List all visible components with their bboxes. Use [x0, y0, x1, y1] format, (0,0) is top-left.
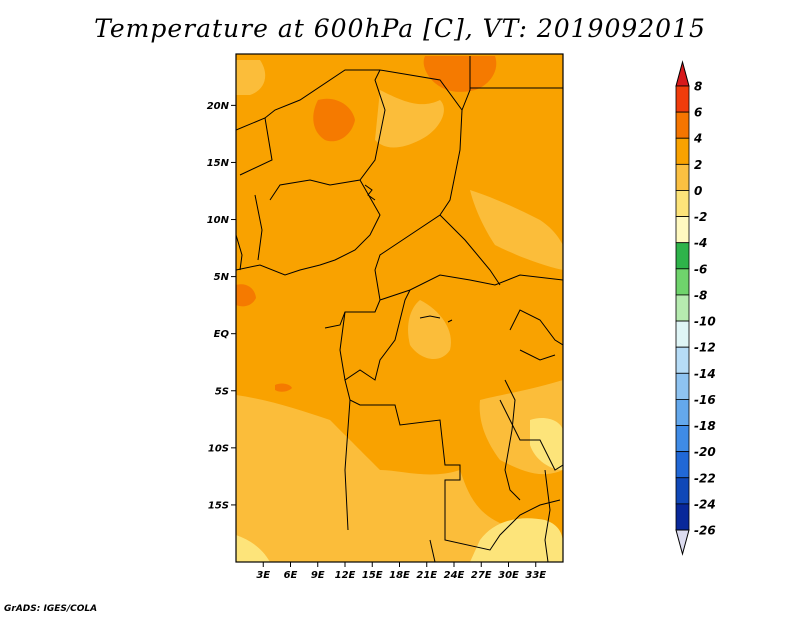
colorbar-label: -6	[694, 262, 707, 276]
colorbar-label: -18	[694, 419, 716, 433]
grads-credit: GrADS: IGES/COLA	[4, 604, 98, 614]
colorbar-swatch	[675, 111, 690, 139]
border-line	[499, 399, 563, 471]
lat-tick-label: 5S	[215, 386, 229, 397]
border-line	[374, 109, 563, 301]
colorbar-swatch	[675, 372, 690, 400]
border-line	[344, 399, 351, 531]
border-line	[236, 234, 243, 271]
colorbar: 8 6 4 2 0 -2 -4 -6 -8 -10 -12 -14 -16 -18 -20 -22 -24 -26	[675, 60, 716, 556]
border-line	[509, 309, 563, 346]
hot-region-west	[236, 284, 256, 307]
colorbar-label: -24	[694, 497, 716, 511]
colorbar-top-arrow	[675, 60, 690, 87]
cool-region-nw	[236, 60, 266, 95]
colorbar-label: -10	[694, 315, 716, 329]
colorbar-bottom-arrow	[675, 529, 690, 556]
colorbar-label: -16	[694, 393, 716, 407]
colorbar-swatch	[675, 399, 690, 426]
colorbar-label: -4	[694, 236, 707, 250]
cool-region-south	[236, 395, 563, 562]
colorbar-label: 6	[694, 106, 702, 120]
lat-tick-label: 5N	[214, 272, 230, 283]
cold-region-sw	[236, 535, 270, 562]
border-line	[519, 349, 556, 361]
border-line	[429, 539, 436, 562]
lon-tick-label: 21E	[416, 570, 437, 581]
colorbar-swatch	[675, 85, 690, 113]
lon-tick-label: 18E	[389, 570, 410, 581]
colorbar-label: 0	[694, 184, 702, 198]
border-line	[339, 289, 411, 381]
colorbar-swatch	[675, 190, 690, 217]
colorbar-label: -8	[694, 288, 707, 302]
country-borders	[236, 56, 563, 562]
colorbar-swatch	[675, 503, 690, 531]
cool-region-northeast	[470, 190, 563, 270]
colorbar-swatch	[675, 163, 690, 191]
lat-tick-label: 20N	[207, 101, 230, 112]
hot-region-coast	[275, 383, 292, 392]
hot-region-sahara	[313, 98, 355, 142]
lon-tick-label: 6E	[284, 570, 298, 581]
lat-tick-label: EQ	[214, 329, 230, 340]
border-line	[236, 179, 381, 276]
lon-tick-label: 30E	[498, 570, 519, 581]
colorbar-swatch	[675, 320, 690, 348]
colorbar-label: -12	[694, 341, 716, 355]
border-line	[236, 56, 471, 131]
cold-region-south	[470, 518, 563, 562]
lon-tick-label: 33E	[525, 570, 546, 581]
border-line	[504, 379, 521, 501]
lon-tick-label: 9E	[311, 570, 325, 581]
colorbar-swatch	[675, 137, 690, 165]
cool-region-center	[408, 300, 451, 360]
colorbar-label: -22	[694, 471, 716, 485]
longitude-ticks: 3E 6E 9E 12E 15E 18E 21E 24E 27E 30E 33E	[256, 562, 546, 581]
colorbar-label: 2	[694, 158, 702, 172]
lat-tick-label: 10N	[207, 215, 230, 226]
colorbar-swatch	[675, 477, 690, 505]
colorbar-label: -26	[694, 524, 716, 538]
border-line	[439, 214, 501, 286]
cold-region-east	[530, 418, 563, 470]
colorbar-swatch	[675, 451, 690, 479]
lat-tick-label: 15S	[208, 500, 229, 511]
lon-tick-label: 15E	[362, 570, 383, 581]
lon-tick-label: 27E	[471, 570, 492, 581]
lat-tick-label: 10S	[208, 443, 229, 454]
border-line	[544, 469, 551, 562]
lon-tick-label: 12E	[335, 570, 356, 581]
colorbar-label: -20	[694, 445, 716, 459]
colorbar-label: -14	[694, 367, 716, 381]
colorbar-swatch	[675, 216, 690, 244]
colorbar-swatch	[675, 294, 690, 322]
colorbar-label: 4	[693, 132, 702, 146]
border-line	[419, 315, 453, 323]
colorbar-label: -2	[694, 210, 707, 224]
latitude-ticks: 20N 15N 10N 5N EQ 5S 10S 15S	[207, 101, 236, 511]
colorbar-swatch	[675, 425, 690, 453]
border-line	[239, 117, 273, 176]
border-line	[254, 194, 263, 261]
colorbar-label: 8	[694, 80, 702, 94]
lon-tick-label: 3E	[256, 570, 270, 581]
colorbar-swatch	[675, 242, 690, 270]
border-line	[344, 379, 561, 551]
cool-region-north	[375, 90, 444, 148]
border-line	[364, 184, 376, 201]
colorbar-swatch	[675, 346, 690, 374]
lat-tick-label: 15N	[207, 158, 230, 169]
map-title: Temperature at 600hPa [C], VT: 201909201…	[94, 14, 706, 43]
colorbar-swatch	[675, 268, 690, 296]
lon-tick-label: 24E	[444, 570, 465, 581]
